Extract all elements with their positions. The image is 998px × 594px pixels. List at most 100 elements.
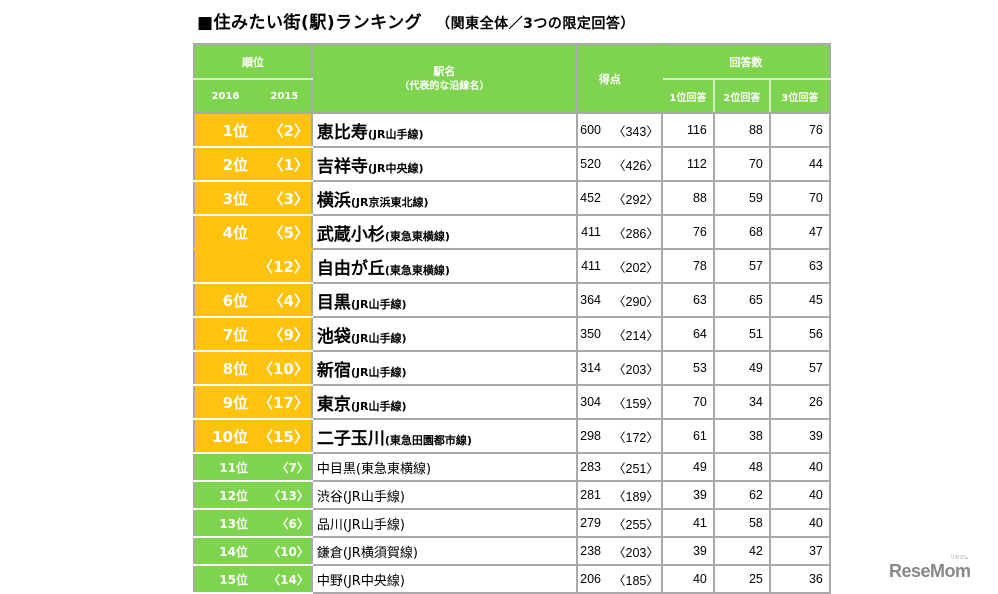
- rank-2015: 〈14〉: [256, 564, 313, 594]
- third-answers: 44: [768, 146, 831, 182]
- third-answers: 37: [768, 536, 831, 566]
- rank-2016: 1位: [193, 112, 258, 148]
- header-year-2015: 2015: [256, 78, 313, 114]
- station-cell: 目黒(JR山手線): [310, 282, 578, 318]
- second-answers: 57: [712, 248, 771, 284]
- rank-2016: 6位: [193, 282, 258, 318]
- rank-2015: 〈3〉: [256, 180, 313, 216]
- third-answers: 40: [768, 508, 831, 538]
- prev-score: 〈290〉: [613, 294, 659, 309]
- rank-2015: 〈12〉: [256, 248, 313, 284]
- rank-2015: 〈17〉: [256, 384, 313, 420]
- score-cell: 411 〈202〉: [575, 248, 663, 284]
- line-name: (JR中央線): [342, 573, 405, 589]
- score: 364: [580, 293, 602, 307]
- prev-score: 〈172〉: [613, 430, 659, 445]
- table-row: 12位 〈13〉 渋谷(JR山手線) 281 〈189〉 39 62 40: [193, 480, 831, 510]
- score: 600: [580, 123, 602, 137]
- score: 411: [581, 225, 602, 239]
- rank-2016: 2位: [193, 146, 258, 182]
- first-answers: 40: [660, 564, 715, 594]
- rank-2016: 11位: [193, 452, 258, 482]
- score: 314: [580, 361, 602, 375]
- third-answers: 56: [768, 316, 831, 352]
- first-answers: 39: [660, 536, 715, 566]
- header-station-label: 駅名: [433, 64, 456, 78]
- line-name: (JR中央線): [367, 161, 424, 175]
- title-main: ■住みたい街(駅)ランキング: [197, 13, 423, 33]
- station-cell: 中目黒(東急東横線): [310, 452, 578, 482]
- prev-score: 〈255〉: [613, 517, 659, 532]
- prev-score: 〈203〉: [613, 362, 659, 377]
- station-cell: 渋谷(JR山手線): [310, 480, 578, 510]
- line-name: (東急田園都市線): [384, 433, 472, 447]
- station-name: 池袋: [316, 326, 351, 347]
- table-row: 13位 〈6〉 品川(JR山手線) 279 〈255〉 41 58 40: [193, 508, 831, 538]
- third-answers: 26: [768, 384, 831, 420]
- station-cell: 武蔵小杉(東急東横線): [310, 214, 578, 250]
- station-name: 新宿: [316, 360, 351, 381]
- rank-2016: 10位: [193, 418, 258, 454]
- header-rank: 順位: [193, 43, 313, 80]
- third-answers: 47: [768, 214, 831, 250]
- score-cell: 364 〈290〉: [575, 282, 663, 318]
- station-cell: 池袋(JR山手線): [310, 316, 578, 352]
- table-row: 10位 〈15〉 二子玉川(東急田園都市線) 298 〈172〉 61 38 39: [193, 418, 831, 454]
- station-cell: 二子玉川(東急田園都市線): [310, 418, 578, 454]
- station-cell: 東京(JR山手線): [310, 384, 578, 420]
- prev-score: 〈251〉: [613, 461, 659, 476]
- score-cell: 452 〈292〉: [575, 180, 663, 216]
- score: 279: [580, 516, 602, 530]
- line-name: (JR山手線): [350, 297, 407, 311]
- second-answers: 68: [712, 214, 771, 250]
- first-answers: 112: [660, 146, 715, 182]
- second-answers: 88: [712, 112, 771, 148]
- second-answers: 59: [712, 180, 771, 216]
- station-cell: 自由が丘(東急東横線): [310, 248, 578, 284]
- first-answers: 70: [660, 384, 715, 420]
- score-cell: 281 〈189〉: [575, 480, 663, 510]
- line-name: (JR山手線): [342, 489, 405, 505]
- prev-score: 〈203〉: [613, 545, 659, 560]
- rank-2015: 〈10〉: [256, 350, 313, 386]
- score: 304: [580, 395, 602, 409]
- first-answers: 53: [660, 350, 715, 386]
- line-name: (JR山手線): [350, 399, 407, 413]
- rank-2015: 〈10〉: [256, 536, 313, 566]
- rank-2015: 〈9〉: [256, 316, 313, 352]
- header-year-2016: 2016: [193, 78, 258, 114]
- line-name: (JR山手線): [350, 331, 407, 345]
- rank-2016: 15位: [193, 564, 258, 594]
- first-answers: 49: [660, 452, 715, 482]
- score-cell: 600 〈343〉: [575, 112, 663, 148]
- header-first: 1位回答: [660, 78, 715, 114]
- prev-score: 〈286〉: [613, 226, 659, 241]
- station-name: 二子玉川: [316, 428, 385, 449]
- station-name: 東京: [316, 394, 351, 415]
- second-answers: 58: [712, 508, 771, 538]
- score-cell: 283 〈251〉: [575, 452, 663, 482]
- logo-text: ReseMom: [889, 561, 971, 581]
- score-cell: 350 〈214〉: [575, 316, 663, 352]
- rank-2015: 〈15〉: [256, 418, 313, 454]
- station-name: 吉祥寺: [316, 156, 368, 177]
- station-name: 渋谷: [316, 489, 343, 505]
- rank-2015: 〈4〉: [256, 282, 313, 318]
- rank-2016: [193, 248, 258, 284]
- table-row: 1位 〈2〉 恵比寿(JR山手線) 600 〈343〉 116 88 76: [193, 112, 831, 148]
- second-answers: 48: [712, 452, 771, 482]
- score-cell: 206 〈185〉: [575, 564, 663, 594]
- third-answers: 70: [768, 180, 831, 216]
- prev-score: 〈426〉: [613, 158, 659, 173]
- first-answers: 116: [660, 112, 715, 148]
- header-answers: 回答数: [660, 43, 831, 80]
- line-name: (JR京浜東北線): [350, 195, 429, 209]
- station-cell: 横浜(JR京浜東北線): [310, 180, 578, 216]
- rank-2016: 3位: [193, 180, 258, 216]
- table-row: 2位 〈1〉 吉祥寺(JR中央線) 520 〈426〉 112 70 44: [193, 146, 831, 182]
- third-answers: 40: [768, 452, 831, 482]
- station-name: 恵比寿: [316, 122, 368, 143]
- prev-score: 〈292〉: [613, 192, 659, 207]
- prev-score: 〈202〉: [613, 260, 659, 275]
- table-row: 7位 〈9〉 池袋(JR山手線) 350 〈214〉 64 51 56: [193, 316, 831, 352]
